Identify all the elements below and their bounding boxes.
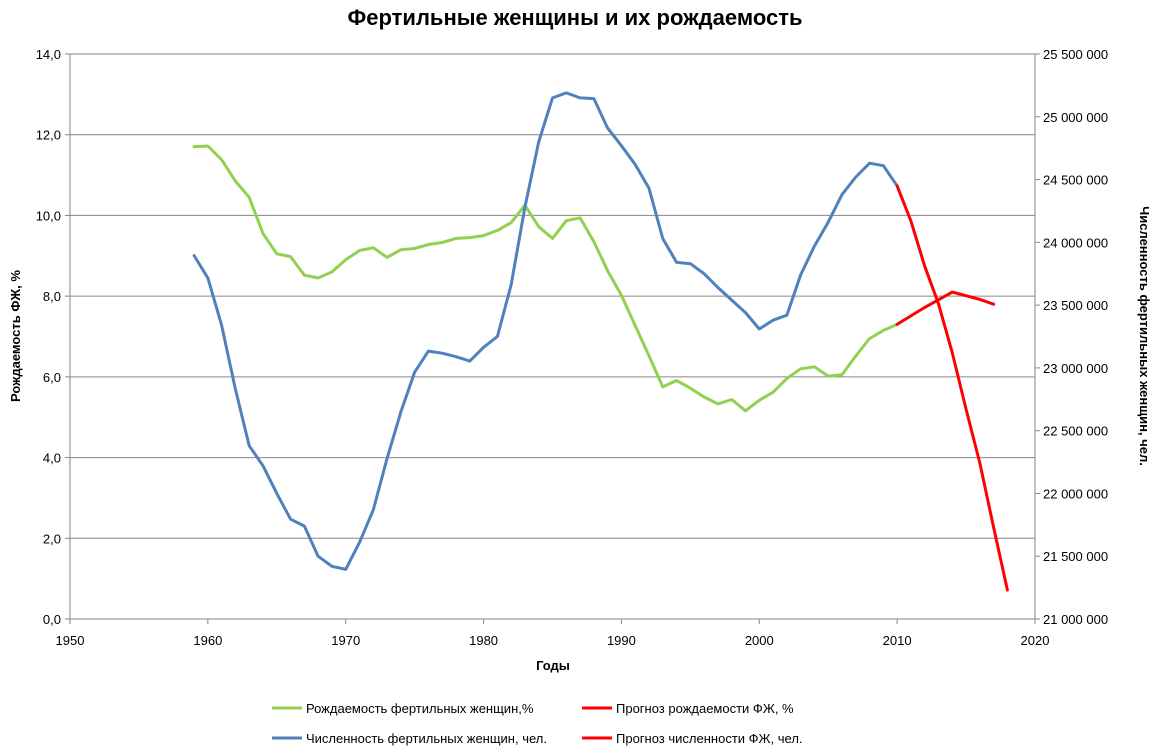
series-line-2 [192, 91, 899, 571]
y-right-tick-label: 21 500 000 [1043, 549, 1108, 564]
legend-label: Численность фертильных женщин, чел. [306, 731, 547, 746]
legend-item-2: Численность фертильных женщин, чел. [272, 731, 547, 746]
legend: Рождаемость фертильных женщин,% Численнос… [272, 701, 803, 746]
y-right-tick-label: 23 500 000 [1043, 298, 1108, 313]
series-lines [192, 91, 1009, 592]
y-axis-left-label: Рождаемость ФЖ, % [8, 270, 23, 402]
x-tick-label: 1970 [331, 633, 360, 648]
y-right-tick-label: 25 500 000 [1043, 47, 1108, 62]
x-tick-label: 2020 [1021, 633, 1050, 648]
y-left-tick-label: 14,0 [36, 47, 61, 62]
y-left-tick-label: 2,0 [43, 531, 61, 546]
x-axis-label: Годы [536, 658, 570, 673]
x-tick-label: 2000 [745, 633, 774, 648]
legend-label: Прогноз рождаемости ФЖ, % [616, 701, 794, 716]
x-tick-label: 2010 [883, 633, 912, 648]
y-left-tick-label: 6,0 [43, 370, 61, 385]
chart-title: Фертильные женщины и их рождаемость [348, 5, 803, 30]
legend-label: Прогноз численности ФЖ, чел. [616, 731, 803, 746]
y-left-tick-label: 4,0 [43, 451, 61, 466]
y-right-tick-label: 22 000 000 [1043, 486, 1108, 501]
y-right-tick-label: 24 000 000 [1043, 235, 1108, 250]
x-tick-label: 1990 [607, 633, 636, 648]
axes: 0,0 2,0 4,0 6,0 8,0 10,0 12,0 14,0 21 000 000 21 … [36, 47, 1108, 648]
y-right-tick-label: 21 000 000 [1043, 612, 1108, 627]
y-left-tick-label: 12,0 [36, 128, 61, 143]
x-tick-label: 1960 [193, 633, 222, 648]
series-line-4 [895, 184, 1009, 592]
y-left-tick-label: 8,0 [43, 289, 61, 304]
series-line-1 [192, 144, 899, 413]
legend-item-1: Рождаемость фертильных женщин,% [272, 701, 534, 716]
y-right-tick-label: 25 000 000 [1043, 110, 1108, 125]
y-right-tick-label: 23 000 000 [1043, 361, 1108, 376]
legend-item-3: Прогноз рождаемости ФЖ, % [582, 701, 794, 716]
grid [70, 53, 1035, 620]
legend-item-4: Прогноз численности ФЖ, чел. [582, 731, 803, 746]
legend-label: Рождаемость фертильных женщин,% [306, 701, 534, 716]
x-tick-label: 1980 [469, 633, 498, 648]
y-left-tick-label: 0,0 [43, 612, 61, 627]
x-tick-label: 1950 [56, 633, 85, 648]
series-line-3 [895, 290, 996, 326]
y-right-tick-label: 22 500 000 [1043, 424, 1108, 439]
y-right-tick-label: 24 500 000 [1043, 173, 1108, 188]
y-axis-right-label: Численность фертильных женщин, чел. [1137, 206, 1152, 466]
y-left-tick-label: 10,0 [36, 208, 61, 223]
